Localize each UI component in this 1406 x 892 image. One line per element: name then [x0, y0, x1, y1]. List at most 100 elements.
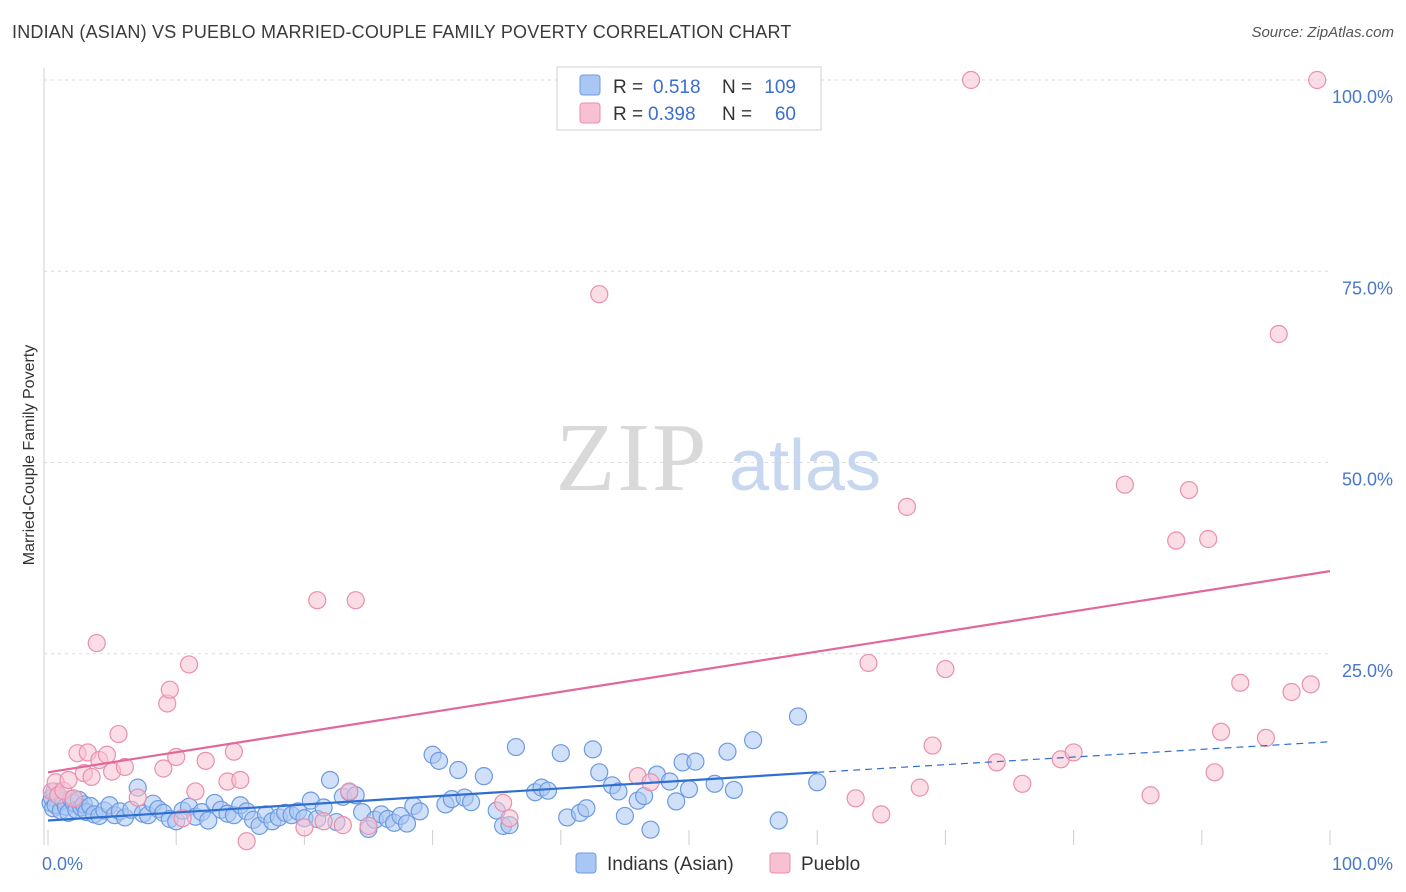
data-point	[577, 799, 596, 818]
data-point	[551, 744, 570, 763]
legend-n-value: 109	[764, 77, 796, 98]
data-point	[590, 763, 609, 782]
legend-n-label: N =	[722, 77, 752, 98]
data-point	[109, 724, 128, 744]
data-point	[667, 792, 686, 811]
data-point	[115, 757, 135, 777]
data-point	[64, 789, 83, 808]
data-point	[506, 737, 526, 757]
data-point	[295, 818, 314, 837]
data-point	[410, 802, 429, 821]
data-point	[1231, 673, 1250, 692]
data-point	[872, 805, 891, 824]
legend-swatch-indians	[579, 74, 601, 96]
data-point	[1256, 728, 1276, 748]
data-point	[308, 591, 327, 610]
data-point	[346, 591, 365, 610]
source-label: Source: ZipAtlas.com	[1251, 24, 1394, 41]
data-point	[583, 740, 602, 759]
data-point	[1179, 480, 1199, 500]
data-point	[59, 770, 78, 790]
data-point	[231, 770, 250, 790]
data-point	[500, 809, 519, 828]
data-point	[609, 782, 628, 801]
x-tick-label: 0.0%	[42, 854, 83, 874]
data-point	[429, 751, 449, 770]
trend-line-extension	[817, 741, 1331, 773]
data-point	[314, 812, 333, 831]
data-point	[340, 782, 359, 801]
legend-n-label: N =	[722, 104, 752, 125]
data-point	[173, 809, 192, 828]
data-point	[769, 811, 788, 830]
data-point	[1308, 70, 1327, 90]
trend-line	[47, 570, 1331, 774]
data-point	[87, 633, 106, 653]
legend-swatch-pueblo	[579, 102, 601, 124]
data-point	[154, 759, 173, 778]
data-point	[641, 820, 660, 839]
x-tick-label: 100.0%	[1332, 854, 1393, 874]
bottom-legend: Indians (Asian) Pueblo	[575, 852, 860, 875]
data-point	[724, 780, 743, 800]
y-tick-labels: 25.0% 50.0% 75.0% 100.0%	[1332, 87, 1393, 681]
data-point	[718, 742, 737, 761]
bottom-legend-label-pueblo: Pueblo	[801, 854, 860, 875]
data-point	[788, 707, 808, 726]
trend-lines	[47, 570, 1331, 822]
data-point	[961, 70, 981, 90]
bottom-legend-label-indians: Indians (Asian)	[607, 854, 734, 875]
bottom-legend-swatch-pueblo	[769, 852, 791, 874]
data-point	[224, 742, 243, 761]
data-point	[679, 780, 699, 799]
data-point	[397, 814, 417, 833]
data-point	[590, 285, 609, 304]
data-point	[160, 680, 179, 699]
y-tick-label: 75.0%	[1342, 278, 1393, 298]
legend-n-value: 60	[775, 104, 796, 125]
data-point	[846, 789, 865, 808]
trend-line	[47, 771, 818, 822]
data-point	[615, 806, 635, 826]
y-tick-label: 25.0%	[1342, 661, 1393, 681]
bottom-legend-swatch-indians	[575, 852, 597, 874]
y-tick-label: 50.0%	[1342, 470, 1393, 490]
data-point	[237, 832, 256, 851]
data-point	[494, 793, 513, 813]
data-point	[1301, 675, 1320, 694]
data-point	[128, 788, 147, 807]
data-point	[923, 736, 942, 755]
data-point	[449, 760, 468, 780]
data-point	[1199, 529, 1218, 549]
data-point	[461, 793, 481, 812]
data-point	[859, 653, 878, 673]
data-point	[196, 751, 215, 770]
watermark-atlas: atlas	[729, 426, 881, 506]
data-point	[538, 781, 558, 800]
data-point	[333, 816, 352, 835]
data-point	[186, 782, 205, 801]
x-tick-labels: 0.0% 100.0%	[42, 854, 1393, 874]
legend-box	[556, 66, 822, 131]
legend-r-value: 0.518	[653, 77, 701, 98]
grid-lines	[43, 68, 1331, 845]
data-point	[82, 767, 101, 787]
data-point	[1167, 531, 1186, 550]
data-point	[97, 745, 117, 764]
data-point	[743, 731, 763, 750]
legend-r-label: R =	[613, 77, 643, 98]
data-point	[359, 816, 378, 835]
data-point	[1013, 774, 1032, 793]
data-point	[320, 770, 340, 790]
data-point	[1282, 682, 1301, 702]
y-axis-label: Married-Couple Family Poverty	[21, 345, 38, 566]
watermark: ZIP atlas	[556, 404, 882, 512]
data-point	[808, 773, 827, 792]
data-point	[199, 811, 218, 830]
data-point	[897, 497, 917, 516]
data-point	[686, 752, 705, 771]
chart-title: INDIAN (ASIAN) VS PUEBLO MARRIED-COUPLE …	[12, 22, 792, 42]
legend-r-value: 0.398	[648, 104, 696, 125]
data-point	[474, 767, 493, 786]
